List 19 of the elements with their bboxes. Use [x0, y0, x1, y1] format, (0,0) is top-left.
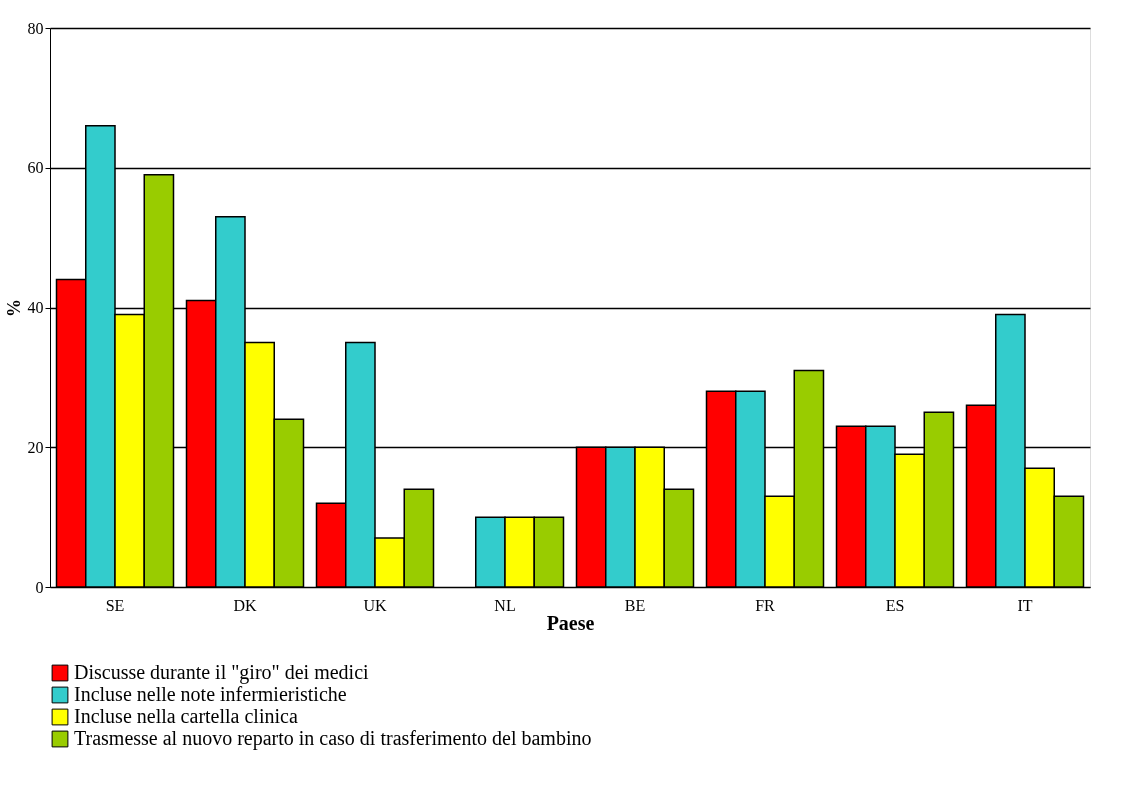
- y-tick-label: 40: [27, 299, 44, 316]
- x-tick-label: NL: [494, 596, 516, 614]
- x-tick-label: UK: [363, 596, 387, 614]
- x-axis-title: Paese: [546, 611, 595, 634]
- x-tick-label: BE: [624, 596, 646, 614]
- y-tick-label: 0: [35, 578, 44, 596]
- x-tick-label: FR: [755, 596, 776, 614]
- y-tick-label: 60: [27, 159, 44, 177]
- legend-label: Trasmesse al nuovo reparto in caso di trasferimento del bambino: [74, 727, 592, 750]
- x-tick-label: IT: [1017, 596, 1033, 614]
- y-tick-label: 20: [27, 438, 44, 456]
- legend-label: Incluse nella cartella clinica: [74, 705, 298, 727]
- legend-label: Discusse durante il "giro" dei medici: [74, 661, 370, 684]
- y-axis-title: %: [3, 299, 24, 317]
- y-tick-label: 80: [27, 19, 44, 37]
- x-tick-label: DK: [233, 596, 257, 614]
- x-tick-label: SE: [105, 596, 125, 614]
- x-tick-label: ES: [885, 596, 905, 614]
- legend-label: Incluse nelle note infermieristiche: [74, 683, 347, 705]
